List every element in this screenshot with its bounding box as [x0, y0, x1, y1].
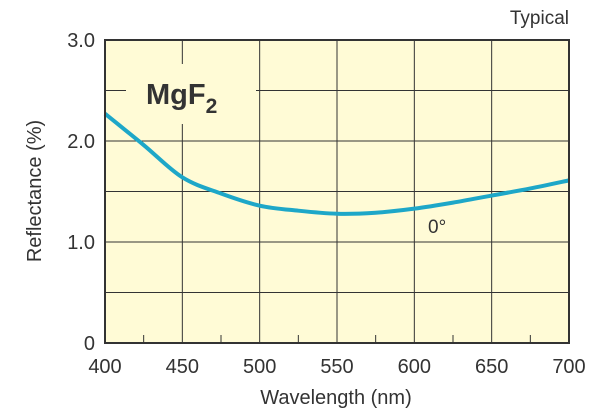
x-tick-label: 600	[398, 356, 431, 378]
plot-frame	[104, 39, 570, 344]
y-tick-label: 0	[84, 333, 95, 355]
chart-title: MgF2	[126, 64, 256, 124]
y-tick-label: 3.0	[67, 30, 95, 52]
x-tick-label: 400	[88, 356, 121, 378]
y-tick-label: 2.0	[67, 131, 95, 153]
grid	[105, 40, 569, 343]
x-tick-label: 450	[166, 356, 199, 378]
y-tick-label: 1.0	[67, 232, 95, 254]
x-axis-label: Wavelength (nm)	[260, 387, 412, 409]
series-line-0deg	[103, 112, 570, 216]
y-axis-label: Reflectance (%)	[24, 120, 46, 262]
svg-text:MgF2: MgF2	[146, 79, 217, 118]
x-tick-label: 700	[552, 356, 585, 378]
y-tick-labels: 0 1.0 2.0 3.0	[67, 30, 95, 355]
title-subscript: 2	[206, 95, 218, 118]
x-tick-label: 550	[320, 356, 353, 378]
series-label: 0°	[428, 217, 446, 238]
x-tick-label: 500	[243, 356, 276, 378]
typical-note: Typical	[510, 8, 569, 29]
title-main: MgF	[146, 79, 206, 111]
x-tick-labels: 400 450 500 550 600 650 700	[88, 356, 585, 378]
x-tick-label: 650	[475, 356, 508, 378]
title-background	[126, 64, 256, 124]
